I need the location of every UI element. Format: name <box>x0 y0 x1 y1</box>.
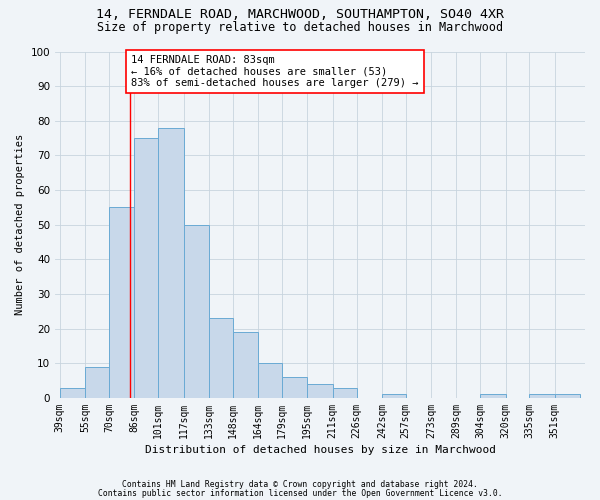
Bar <box>307 384 333 398</box>
Bar <box>233 332 258 398</box>
Bar <box>480 394 506 398</box>
Bar <box>555 394 580 398</box>
Bar <box>209 318 233 398</box>
Bar <box>109 208 134 398</box>
Text: Contains public sector information licensed under the Open Government Licence v3: Contains public sector information licen… <box>98 488 502 498</box>
Bar <box>258 364 282 398</box>
Bar <box>282 377 307 398</box>
Bar <box>134 138 158 398</box>
Bar <box>382 394 406 398</box>
Bar <box>184 224 209 398</box>
Bar <box>529 394 555 398</box>
Text: 14, FERNDALE ROAD, MARCHWOOD, SOUTHAMPTON, SO40 4XR: 14, FERNDALE ROAD, MARCHWOOD, SOUTHAMPTO… <box>96 8 504 20</box>
Text: 14 FERNDALE ROAD: 83sqm
← 16% of detached houses are smaller (53)
83% of semi-de: 14 FERNDALE ROAD: 83sqm ← 16% of detache… <box>131 55 419 88</box>
Bar <box>158 128 184 398</box>
Text: Contains HM Land Registry data © Crown copyright and database right 2024.: Contains HM Land Registry data © Crown c… <box>122 480 478 489</box>
Bar <box>60 388 85 398</box>
Bar <box>333 388 356 398</box>
Text: Size of property relative to detached houses in Marchwood: Size of property relative to detached ho… <box>97 21 503 34</box>
X-axis label: Distribution of detached houses by size in Marchwood: Distribution of detached houses by size … <box>145 445 496 455</box>
Bar <box>85 367 109 398</box>
Y-axis label: Number of detached properties: Number of detached properties <box>15 134 25 316</box>
